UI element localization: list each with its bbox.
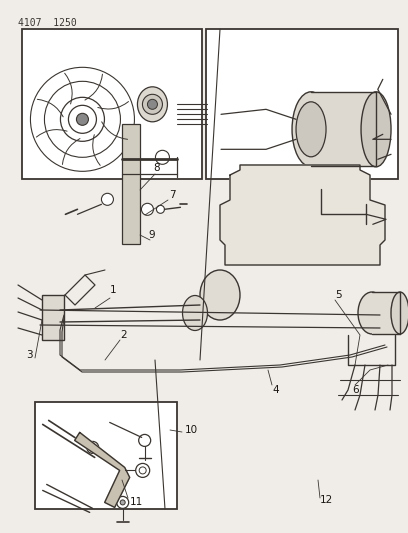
Circle shape — [147, 99, 157, 109]
Ellipse shape — [358, 292, 386, 334]
Bar — [372, 292, 400, 334]
Circle shape — [69, 106, 96, 133]
Circle shape — [139, 467, 146, 474]
Bar — [122, 124, 140, 244]
Text: 10: 10 — [185, 425, 198, 435]
Text: 3: 3 — [26, 350, 33, 360]
Ellipse shape — [391, 292, 408, 334]
Circle shape — [155, 150, 169, 164]
Bar — [206, 29, 398, 179]
Text: 2: 2 — [120, 330, 126, 340]
Circle shape — [60, 98, 104, 141]
Text: 11: 11 — [130, 497, 143, 507]
Bar — [270, 135, 330, 160]
Text: 5: 5 — [335, 290, 341, 300]
Circle shape — [120, 500, 125, 505]
Text: 1: 1 — [110, 285, 117, 295]
Text: 6: 6 — [352, 385, 359, 395]
Text: 8: 8 — [153, 163, 160, 173]
Circle shape — [136, 463, 150, 478]
Circle shape — [86, 441, 99, 454]
Circle shape — [336, 189, 346, 199]
Circle shape — [102, 193, 113, 205]
Ellipse shape — [182, 295, 208, 330]
Circle shape — [142, 94, 162, 114]
Text: 4: 4 — [272, 385, 279, 395]
Circle shape — [142, 203, 153, 215]
Circle shape — [285, 179, 297, 190]
Text: 9: 9 — [148, 230, 155, 240]
Bar — [35, 402, 177, 509]
Text: 7: 7 — [169, 190, 175, 200]
Circle shape — [139, 434, 151, 447]
Bar — [42, 295, 64, 340]
Polygon shape — [220, 165, 385, 265]
Ellipse shape — [361, 92, 391, 167]
Text: 4107  1250: 4107 1250 — [18, 18, 77, 28]
Polygon shape — [75, 432, 130, 507]
Circle shape — [76, 114, 89, 125]
Bar — [22, 29, 202, 179]
Circle shape — [117, 496, 129, 508]
Circle shape — [90, 445, 96, 450]
Ellipse shape — [296, 102, 326, 157]
Bar — [311, 92, 376, 166]
Text: 12: 12 — [320, 495, 333, 505]
Ellipse shape — [292, 92, 330, 167]
Ellipse shape — [200, 270, 240, 320]
Ellipse shape — [137, 87, 167, 122]
Circle shape — [156, 205, 164, 213]
Bar — [255, 155, 345, 185]
